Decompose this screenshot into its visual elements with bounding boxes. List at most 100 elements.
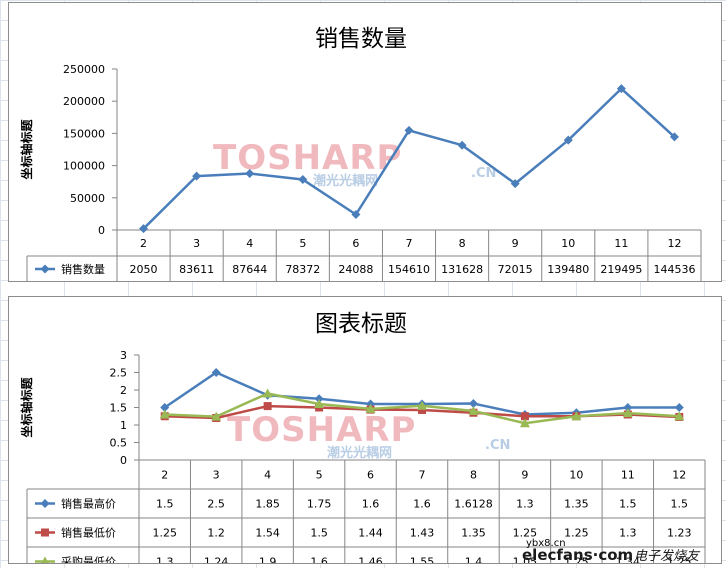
data-table-value: 1.44 <box>358 527 383 540</box>
watermark-sub: 潮光光耦网 <box>327 445 392 461</box>
data-table-value: 1.3 <box>156 556 174 564</box>
legend-series-name: 销售数量 <box>61 262 105 276</box>
data-point <box>314 394 324 404</box>
data-point <box>623 403 633 412</box>
y-tick-label: 1 <box>120 419 127 432</box>
y-tick-label: 150000 <box>63 127 105 140</box>
x-category-label: 6 <box>367 469 374 482</box>
y-tick-label: 200000 <box>63 95 105 108</box>
data-point <box>211 368 221 377</box>
y-tick-label: 0.5 <box>110 437 128 450</box>
x-category-label: 4 <box>246 237 253 250</box>
data-table-value: 78372 <box>285 263 320 276</box>
x-category-label: 8 <box>459 237 466 250</box>
data-point <box>674 411 685 421</box>
x-category-label: 3 <box>193 237 200 250</box>
data-point <box>404 125 414 135</box>
data-table-value: 87644 <box>232 263 267 276</box>
x-category-label: 9 <box>512 237 519 250</box>
data-table-value: 1.3 <box>619 527 637 540</box>
data-point <box>245 169 255 179</box>
y-tick-label: 50000 <box>70 192 105 205</box>
data-point <box>262 388 273 398</box>
watermark-main: TOSHARP <box>227 410 416 450</box>
data-table-value: 1.46 <box>358 556 383 564</box>
data-point <box>669 132 679 142</box>
data-table-value: 1.35 <box>461 527 486 540</box>
data-table-value: 1.85 <box>255 498 280 511</box>
data-table-value: 24088 <box>338 263 373 276</box>
data-point <box>314 399 325 408</box>
legend-key-marker <box>41 556 49 563</box>
data-point <box>417 400 427 410</box>
data-table-value: 1.55 <box>410 556 435 564</box>
data-point <box>160 403 170 412</box>
data-point <box>298 175 308 185</box>
data-table-value: 1.5 <box>619 498 637 511</box>
watermark-cn: .CN <box>485 438 510 453</box>
data-table-value: 1.25 <box>152 527 177 540</box>
data-point <box>418 405 426 414</box>
x-category-label: 11 <box>614 237 628 250</box>
data-table-value: 1.25 <box>564 556 589 564</box>
y-tick-label: 250000 <box>63 63 105 76</box>
x-category-label: 5 <box>299 237 306 250</box>
y-tick-label: 3 <box>120 349 127 362</box>
chart-sales-quantity[interactable]: 销售数量 坐标轴标题 TOSHARP 潮光光耦网 .CN 0 50000 100000 1500… <box>8 2 722 282</box>
data-table-value: 1.6 <box>413 498 431 511</box>
x-category-label: 5 <box>316 469 323 482</box>
data-point <box>519 418 530 428</box>
data-table-value: 1.54 <box>255 527 280 540</box>
watermark-sub: 潮光光耦网 <box>313 173 378 189</box>
footer-cn-text: 电子发烧友 <box>634 549 701 564</box>
data-table-value: 1.25 <box>667 556 692 564</box>
data-table-value: 2050 <box>130 263 158 276</box>
data-table-value: 2.5 <box>207 498 225 511</box>
data-table-value: 1.5 <box>310 527 328 540</box>
x-category-label: 6 <box>352 237 359 250</box>
legend-series-name: 销售最低价 <box>61 526 116 540</box>
data-table-value: 1.23 <box>667 527 692 540</box>
chart-title: 销售数量 <box>315 26 407 52</box>
legend-series-name: 销售最高价 <box>61 497 116 511</box>
x-category-label: 8 <box>470 469 477 482</box>
data-point <box>674 403 684 412</box>
watermark-cn: .CN <box>471 166 496 181</box>
data-table-value: 219495 <box>600 263 642 276</box>
data-table-value: 1.05 <box>513 556 538 564</box>
x-category-label: 10 <box>569 469 583 482</box>
data-table-value: 1.5 <box>156 498 174 511</box>
data-table-value: 1.25 <box>564 527 589 540</box>
x-category-label: 11 <box>621 469 635 482</box>
y-tick-label: 100000 <box>63 160 105 173</box>
y-axis-title: 坐标轴标题 <box>19 119 34 180</box>
data-point <box>351 209 361 219</box>
data-table-value: 1.75 <box>307 498 332 511</box>
data-table-value: 1.43 <box>410 527 435 540</box>
data-table-value: 1.25 <box>513 527 538 540</box>
data-point <box>571 411 582 421</box>
data-point <box>192 171 202 181</box>
x-category-label: 9 <box>521 469 528 482</box>
data-table-value: 144536 <box>653 263 695 276</box>
footer-watermark: ybx8.cn elecfans·com 电子发烧友 <box>522 536 722 564</box>
data-table-value: 1.6 <box>310 556 328 564</box>
chart-price[interactable]: 图表标题 坐标轴标题 TOSHARP 潮光光耦网 .CN 0 0.5 1 1.5 2 2.5 3 2 3 4… <box>8 296 722 564</box>
data-table-value: 1.2 <box>207 527 225 540</box>
y-tick-label: 1.5 <box>110 402 128 415</box>
x-category-label: 12 <box>667 237 681 250</box>
data-table-value: 139480 <box>547 263 589 276</box>
y-tick-label: 2 <box>120 384 127 397</box>
data-table-value: 72015 <box>498 263 533 276</box>
x-category-label: 12 <box>672 469 686 482</box>
x-category-label: 3 <box>213 469 220 482</box>
data-point <box>563 135 573 145</box>
data-table-value: 1.3 <box>516 498 534 511</box>
data-table-value: 1.4 <box>465 556 483 564</box>
data-point <box>457 140 467 150</box>
y-tick-label: 0 <box>120 454 127 467</box>
watermark-main: TOSHARP <box>213 138 402 178</box>
